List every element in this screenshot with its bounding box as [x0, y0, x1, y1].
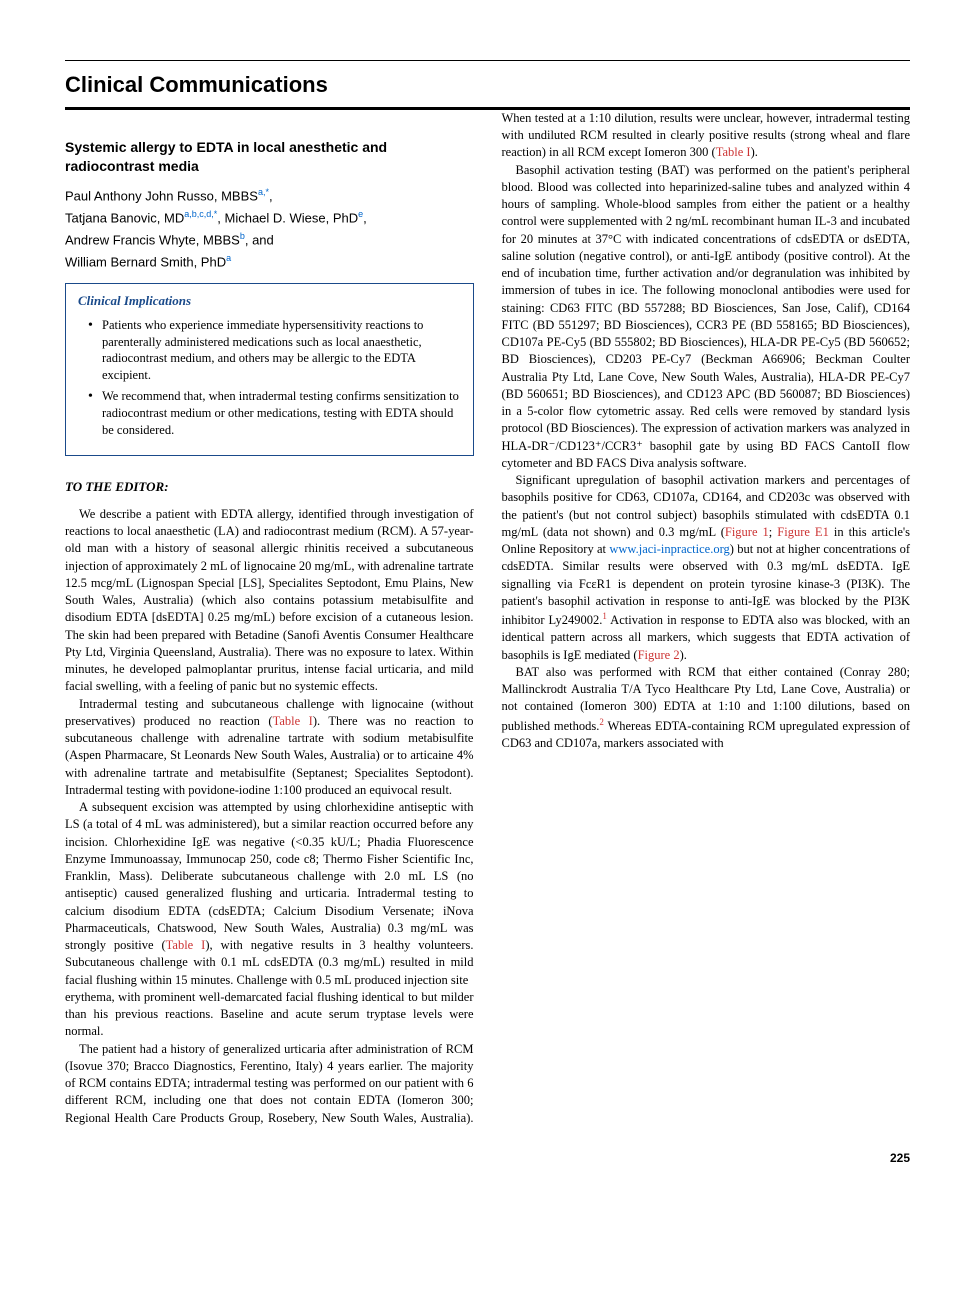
to-the-editor: TO THE EDITOR: — [65, 478, 474, 496]
author-name: William Bernard Smith, PhD — [65, 255, 226, 270]
implications-item: Patients who experience immediate hypers… — [102, 317, 461, 385]
body-paragraph: BAT also was performed with RCM that eit… — [502, 664, 911, 752]
figure-link[interactable]: Figure E1 — [777, 525, 829, 539]
body-paragraph: Significant upregulation of basophil act… — [502, 472, 911, 664]
author-affil: a,* — [258, 187, 269, 197]
website-link[interactable]: www.jaci-inpractice.org — [609, 542, 729, 556]
affil-link[interactable]: a,b,c,d,* — [184, 209, 217, 219]
paragraph-text: ). — [751, 145, 758, 159]
clinical-implications-box: Clinical Implications Patients who exper… — [65, 283, 474, 455]
author-affil: a,b,c,d,* — [184, 209, 217, 219]
table-link[interactable]: Table I — [166, 938, 206, 952]
figure-link[interactable]: Figure 2 — [638, 648, 680, 662]
header-rule-top — [65, 60, 910, 61]
paragraph-text: Basophil activation testing (BAT) was pe… — [502, 163, 911, 470]
author-affil: e — [358, 209, 363, 219]
table-link[interactable]: Table I — [716, 145, 751, 159]
affil-link[interactable]: b — [240, 231, 245, 241]
section-title: Clinical Communications — [65, 64, 910, 107]
body-paragraph: A subsequent excision was attempted by u… — [65, 799, 474, 989]
body-paragraph: We describe a patient with EDTA allergy,… — [65, 506, 474, 696]
author-name: Tatjana Banovic, MD — [65, 210, 184, 225]
paragraph-text: ). — [680, 648, 687, 662]
article-title: Systemic allergy to EDTA in local anesth… — [65, 138, 474, 177]
page-number: 225 — [65, 1150, 910, 1167]
paragraph-text: A subsequent excision was attempted by u… — [65, 800, 474, 952]
author-name: Paul Anthony John Russo, MBBS — [65, 188, 258, 203]
body-paragraph-continuation: erythema, with prominent well-demarcated… — [65, 989, 474, 1041]
body-paragraph: Intradermal testing and subcutaneous cha… — [65, 696, 474, 800]
paragraph-text: erythema, with prominent well-demarcated… — [65, 990, 474, 1039]
author-affil: b — [240, 231, 245, 241]
author-name: Michael D. Wiese, PhD — [225, 210, 359, 225]
paragraph-text: We describe a patient with EDTA allergy,… — [65, 507, 474, 694]
two-column-body: Systemic allergy to EDTA in local anesth… — [65, 110, 910, 1130]
figure-link[interactable]: Figure 1 — [725, 525, 769, 539]
article-header-block: Systemic allergy to EDTA in local anesth… — [65, 138, 474, 456]
implications-item: We recommend that, when intradermal test… — [102, 388, 461, 439]
author-name: Andrew Francis Whyte, MBBS — [65, 233, 240, 248]
section-header-block: Clinical Communications — [65, 60, 910, 110]
author-affil: a — [226, 253, 231, 263]
affil-link[interactable]: a,* — [258, 187, 269, 197]
body-paragraph: Basophil activation testing (BAT) was pe… — [502, 162, 911, 473]
implications-title: Clinical Implications — [78, 292, 461, 310]
authors-list: Paul Anthony John Russo, MBBSa,*, Tatjan… — [65, 185, 474, 274]
implications-list: Patients who experience immediate hypers… — [78, 317, 461, 439]
affil-link[interactable]: e — [358, 209, 363, 219]
affil-link[interactable]: a — [226, 253, 231, 263]
table-link[interactable]: Table I — [273, 714, 313, 728]
